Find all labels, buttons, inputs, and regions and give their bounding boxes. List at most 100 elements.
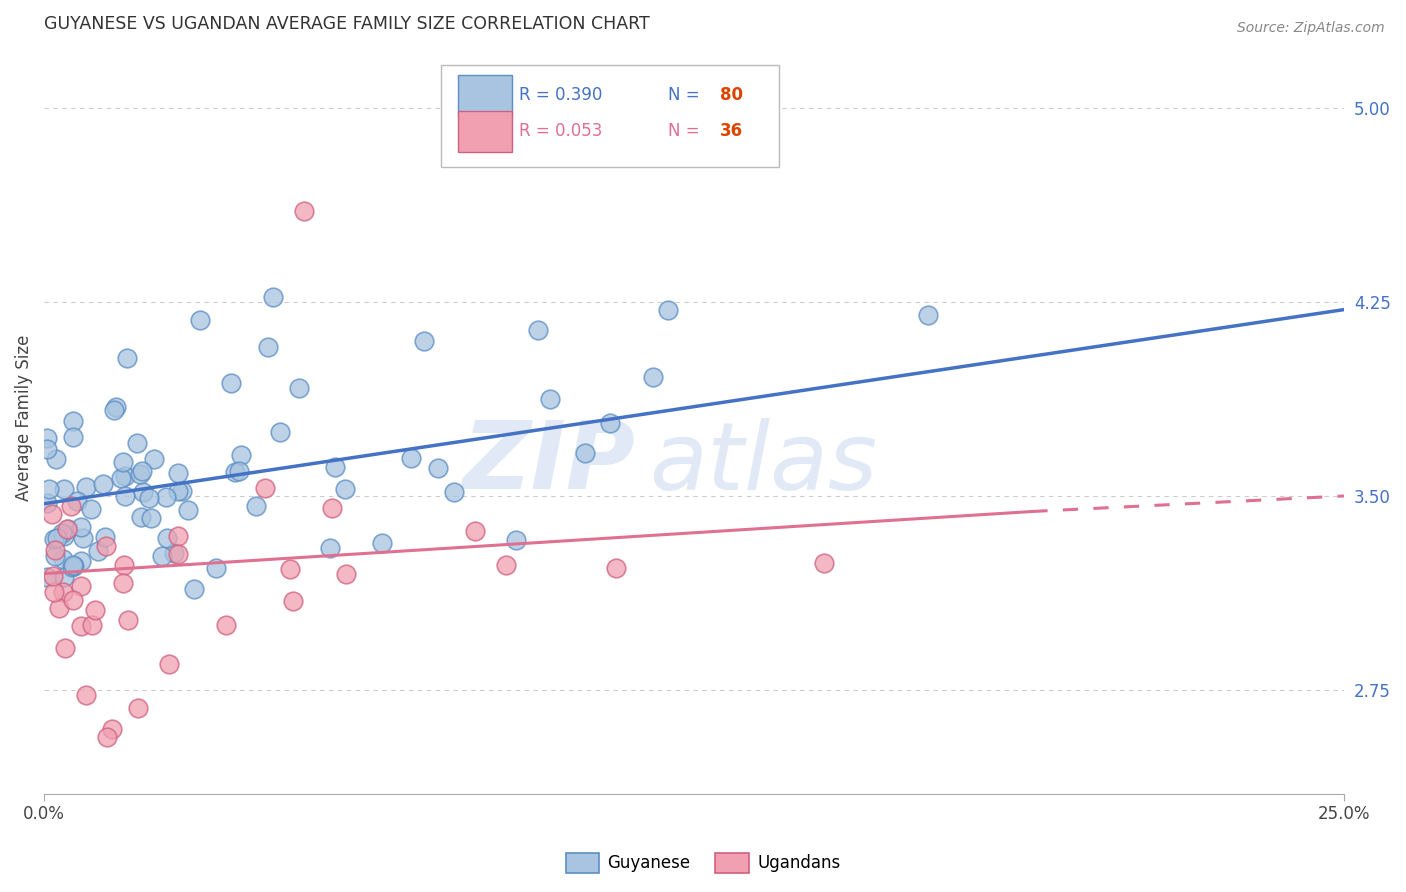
Text: GUYANESE VS UGANDAN AVERAGE FAMILY SIZE CORRELATION CHART: GUYANESE VS UGANDAN AVERAGE FAMILY SIZE … [44,15,650,33]
Point [657,302,679,317]
Point [156,531,179,545]
Text: N =: N = [668,122,706,140]
Point [183,582,205,596]
Point [150,549,173,563]
Point [426,460,449,475]
Text: R = 0.390: R = 0.390 [519,87,602,104]
Point [55,522,77,536]
Point [42,568,65,582]
Point [111,455,134,469]
Point [96,539,118,553]
Point [51,526,73,541]
Point [91,477,114,491]
Point [371,535,394,549]
Point [278,562,301,576]
Point [269,425,291,440]
Point [167,529,190,543]
Point [412,334,434,348]
Point [245,500,267,514]
Point [132,485,155,500]
Point [42,584,65,599]
Point [143,452,166,467]
Point [323,459,346,474]
Point [117,613,139,627]
Point [103,403,125,417]
Point [641,369,664,384]
Point [104,401,127,415]
Point [229,448,252,462]
Point [87,544,110,558]
Point [114,489,136,503]
Point [605,561,627,575]
Point [37,496,59,510]
Point [813,556,835,570]
Point [66,494,89,508]
Point [53,482,76,496]
Point [38,482,60,496]
Text: atlas: atlas [648,417,877,508]
Point [62,593,84,607]
Point [138,491,160,505]
Point [170,484,193,499]
Point [70,579,93,593]
Text: 36: 36 [720,122,744,140]
Point [69,619,91,633]
Point [129,510,152,524]
Point [574,446,596,460]
Point [35,570,58,584]
Text: ZIP: ZIP [463,417,636,509]
Point [58,522,80,536]
Point [281,593,304,607]
Point [335,566,357,581]
Point [228,464,250,478]
Point [256,340,278,354]
Point [44,542,66,557]
Point [495,558,517,572]
Point [167,483,190,498]
Point [46,532,69,546]
Point [527,323,550,337]
FancyBboxPatch shape [457,75,512,116]
Point [72,531,94,545]
Point [53,641,76,656]
Point [52,585,75,599]
Text: N =: N = [668,87,706,104]
Point [167,466,190,480]
Point [166,547,188,561]
Point [84,603,107,617]
Point [62,558,84,573]
Point [112,576,135,591]
Point [112,558,135,572]
Point [53,529,76,543]
Point [443,485,465,500]
Point [37,431,59,445]
Point [53,570,76,584]
Point [157,657,180,672]
Point [219,376,242,391]
Point [319,541,342,555]
Point [110,471,132,485]
Text: R = 0.053: R = 0.053 [519,122,602,140]
Point [224,465,246,479]
Point [41,507,63,521]
Point [62,559,84,574]
Point [62,414,84,428]
Point [127,701,149,715]
FancyBboxPatch shape [440,65,779,167]
Point [155,490,177,504]
Point [333,483,356,497]
Point [115,351,138,365]
Point [127,436,149,450]
Point [96,730,118,744]
Point [75,688,97,702]
Point [321,500,343,515]
Point [44,549,66,563]
Point [262,290,284,304]
Point [917,308,939,322]
Point [80,501,103,516]
Text: 80: 80 [720,87,744,104]
Point [45,451,67,466]
Point [128,467,150,482]
Y-axis label: Average Family Size: Average Family Size [15,335,32,501]
Point [60,499,83,513]
